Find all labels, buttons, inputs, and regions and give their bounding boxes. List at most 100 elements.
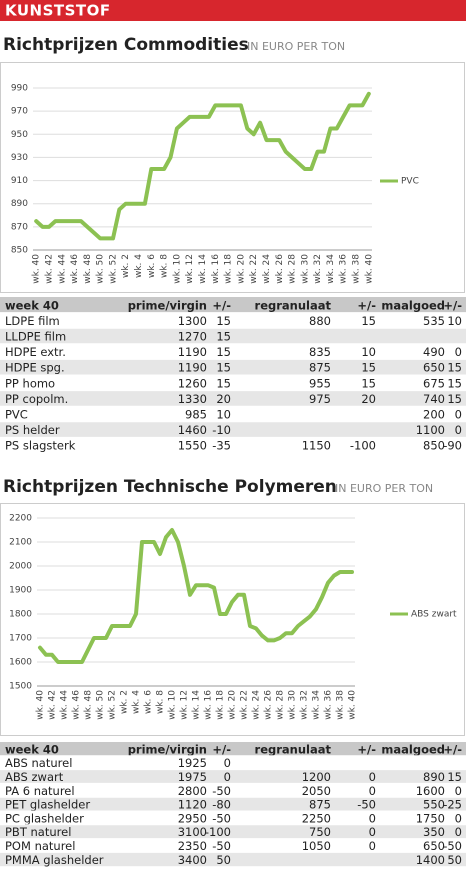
table-row-bg	[0, 421, 466, 438]
table-cell: 50	[216, 853, 231, 867]
x-tick-label: wk. 44	[60, 690, 70, 720]
table-cell: 15	[447, 361, 462, 375]
table-row-bg	[0, 375, 466, 391]
table-cell: 1200	[302, 770, 331, 784]
table-cell: -50	[357, 798, 376, 812]
header: KUNSTSTOF	[5, 2, 111, 20]
table-cell: ABS zwart	[5, 770, 64, 784]
table-cell: 875	[309, 798, 331, 812]
table-cell: 1050	[302, 839, 331, 853]
column-header: +/-	[357, 742, 376, 756]
table-cell: 10	[361, 345, 376, 359]
table-cell: LDPE film	[5, 314, 60, 328]
x-tick-label: wk. 48	[84, 690, 94, 720]
x-tick-label: wk. 10	[168, 690, 178, 720]
table-cell: 0	[224, 756, 231, 770]
y-tick-label: 1600	[9, 658, 32, 668]
x-tick-label: wk. 26	[275, 254, 285, 284]
table-cell: ABS naturel	[5, 756, 72, 770]
table-cell: 15	[216, 361, 231, 375]
table-cell: 2800	[178, 784, 207, 798]
table-row-bg	[0, 390, 466, 407]
table-cell: 2050	[302, 784, 331, 798]
line-series	[38, 528, 354, 664]
table-cell: 2350	[178, 839, 207, 853]
table-cell: 550	[423, 798, 445, 812]
table-cell: PBT naturel	[5, 825, 71, 839]
table-cell: HDPE extr.	[5, 345, 66, 359]
table-row-bg	[0, 328, 466, 344]
table-row-bg	[0, 755, 466, 770]
table-cell: 1750	[416, 811, 445, 825]
table-cell: 1550	[178, 439, 207, 453]
table-cell: 835	[309, 345, 331, 359]
table-row-bg	[0, 824, 466, 839]
x-tick-label: wk. 22	[240, 690, 250, 720]
table-cell: 1100	[416, 423, 445, 437]
y-tick-label: 950	[11, 130, 28, 140]
table-cell: 0	[224, 770, 231, 784]
x-tick-label: wk. 20	[228, 690, 238, 720]
table-cell: 1190	[178, 345, 207, 359]
table-cell: 535	[423, 314, 445, 328]
table-cell: 740	[423, 392, 445, 406]
table-cell: 1270	[178, 330, 207, 344]
x-tick-label: wk. 30	[300, 254, 310, 284]
x-tick-label: wk. 34	[312, 690, 322, 720]
table-header-bg	[0, 742, 466, 756]
column-header: regranulaat	[255, 742, 332, 756]
x-tick-label: wk. 28	[276, 690, 286, 720]
x-tick-label: wk. 38	[336, 690, 346, 720]
x-tick-label: wk. 38	[352, 254, 362, 284]
x-tick-label: wk. 16	[211, 254, 221, 284]
table-cell: 15	[216, 376, 231, 390]
table-cell: 0	[369, 811, 376, 825]
table-row-bg	[0, 811, 466, 825]
table-cell: 0	[455, 825, 462, 839]
table-cell: -50	[212, 784, 231, 798]
chart-frame	[0, 62, 465, 293]
y-tick-label: 890	[11, 199, 28, 209]
y-tick-label: 850	[11, 246, 28, 256]
table-row-bg	[0, 797, 466, 811]
section-title: Richtprijzen Commodities	[3, 35, 249, 55]
x-tick-label: wk. 32	[313, 254, 323, 284]
x-tick-label: wk. 26	[264, 690, 274, 720]
table-cell: 880	[309, 314, 331, 328]
table-cell: 0	[369, 770, 376, 784]
x-tick-label: wk. 20	[236, 254, 246, 284]
x-tick-label: wk. 42	[44, 254, 54, 284]
column-header: +/-	[212, 298, 231, 312]
x-tick-label: wk. 32	[300, 690, 310, 720]
table-cell: 1260	[178, 376, 207, 390]
column-header: maalgoed	[381, 298, 445, 312]
x-tick-label: wk. 40	[36, 690, 46, 720]
column-header: +/-	[212, 742, 231, 756]
table-row-bg	[0, 343, 466, 360]
y-tick-label: 910	[11, 176, 28, 186]
table-cell: PP copolm.	[5, 392, 68, 406]
table-row-bg	[0, 769, 466, 784]
y-tick-label: 1500	[9, 682, 32, 692]
x-tick-label: wk. 48	[83, 254, 93, 284]
table-cell: 3400	[178, 853, 207, 867]
table-cell: 1975	[178, 770, 207, 784]
table-cell: PET glashelder	[5, 798, 90, 812]
x-tick-label: wk. 14	[192, 690, 202, 720]
section-title: Richtprijzen Technische Polymeren	[3, 477, 337, 497]
table-row-bg	[0, 838, 466, 853]
table-cell: 15	[447, 376, 462, 390]
table-cell: -35	[212, 439, 231, 453]
x-tick-label: wk. 22	[249, 254, 259, 284]
x-tick-label: wk. 24	[252, 690, 262, 720]
table-row-bg	[0, 359, 466, 375]
table-cell: -50	[212, 839, 231, 853]
table-cell: 1330	[178, 392, 207, 406]
x-tick-label: wk. 24	[262, 254, 272, 284]
y-tick-label: 930	[11, 153, 28, 163]
x-tick-label: wk. 18	[216, 690, 226, 720]
column-header: prime/virgin	[128, 298, 207, 312]
table-cell: 875	[309, 361, 331, 375]
x-tick-label: wk. 36	[339, 254, 349, 284]
table-cell: 0	[455, 811, 462, 825]
